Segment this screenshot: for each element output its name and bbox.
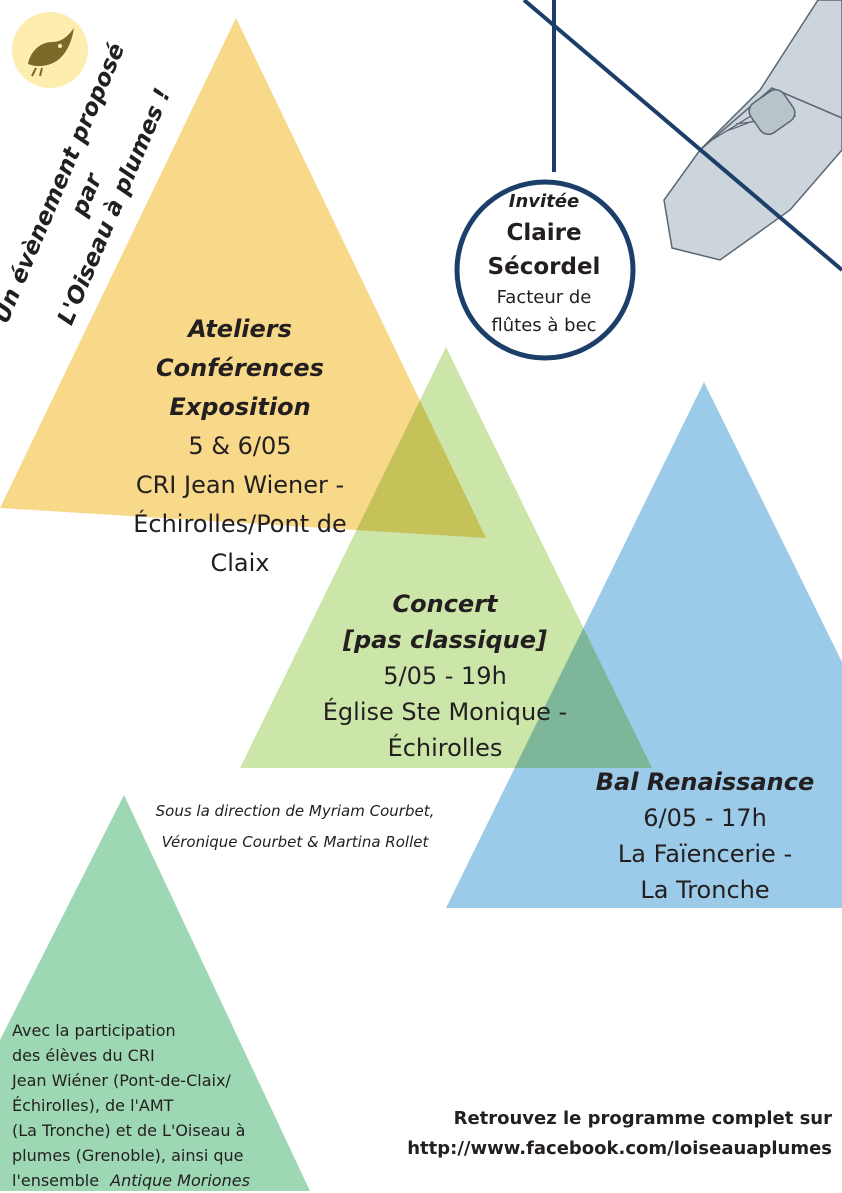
participation-line-5: (La Tronche) et de L'Oiseau à	[12, 1121, 246, 1140]
bal-place-2: La Tronche	[640, 876, 770, 904]
exposition-title: Exposition	[169, 393, 311, 421]
direction-text: Sous la direction de Myriam Courbet, Vér…	[140, 796, 450, 858]
green-triangle	[240, 347, 652, 768]
invitee-name-1: Claire	[506, 220, 582, 246]
invitee-circle	[454, 179, 636, 361]
ensemble-name: Antique Moriones	[110, 1171, 250, 1190]
ateliers-place-2: Échirolles/Pont de Claix	[133, 510, 347, 577]
invitee-role-2: flûtes à bec	[491, 315, 597, 336]
invitee-label: Invitée	[508, 191, 580, 212]
bal-place-1: La Faïencerie -	[617, 840, 793, 868]
concert-place-1: Église Ste Monique -	[322, 698, 568, 726]
ateliers-block: Ateliers Conférences Exposition 5 & 6/05…	[100, 310, 380, 583]
ensemble-prefix: l'ensemble	[12, 1171, 100, 1190]
footer: Retrouvez le programme complet sur http:…	[232, 1104, 832, 1164]
invitee-name-2: Sécordel	[487, 254, 601, 280]
concert-subtitle: [pas classique]	[343, 626, 547, 654]
concert-block: Concert [pas classique] 5/05 - 19h Églis…	[290, 586, 600, 766]
blue-triangle	[446, 382, 842, 908]
bal-date: 6/05 - 17h	[643, 804, 767, 832]
facebook-link[interactable]: http://www.facebook.com/loiseauaplumes	[407, 1138, 832, 1159]
participation-line-2: des élèves du CRI	[12, 1046, 155, 1065]
invitee-block: Invitée Claire Sécordel Facteur de flûte…	[460, 188, 628, 340]
yellow-triangle	[0, 18, 486, 538]
ateliers-title: Ateliers	[188, 315, 292, 343]
participation-text: Avec la participation des élèves du CRI …	[12, 1018, 302, 1193]
bal-title: Bal Renaissance	[595, 768, 815, 796]
logo	[12, 12, 88, 88]
participation-line-6: plumes (Grenoble), ainsi que	[12, 1146, 244, 1165]
ateliers-place-1: CRI Jean Wiener -	[135, 471, 345, 499]
bal-block: Bal Renaissance 6/05 - 17h La Faïencerie…	[560, 764, 842, 908]
footer-line-1: Retrouvez le programme complet sur	[453, 1108, 832, 1129]
concert-place-2: Échirolles	[387, 734, 503, 762]
bird-icon	[28, 28, 74, 77]
direction-line-1: Sous la direction de Myriam Courbet,	[155, 802, 435, 820]
concert-title: Concert	[392, 590, 498, 618]
direction-line-2: Véronique Courbet & Martina Rollet	[161, 833, 429, 851]
participation-line-1: Avec la participation	[12, 1021, 176, 1040]
mint-triangle	[0, 795, 310, 1191]
participation-line-7: l'ensemble Antique Moriones	[12, 1168, 302, 1193]
participation-line-3: Jean Wiéner (Pont-de-Claix/	[12, 1071, 231, 1090]
concert-date: 5/05 - 19h	[383, 662, 507, 690]
ateliers-date: 5 & 6/05	[188, 432, 292, 460]
invitee-role-1: Facteur de	[496, 287, 592, 308]
flute-illustration	[663, 0, 842, 261]
conferences-title: Conférences	[156, 354, 324, 382]
participation-line-4: Échirolles), de l'AMT	[12, 1096, 174, 1115]
